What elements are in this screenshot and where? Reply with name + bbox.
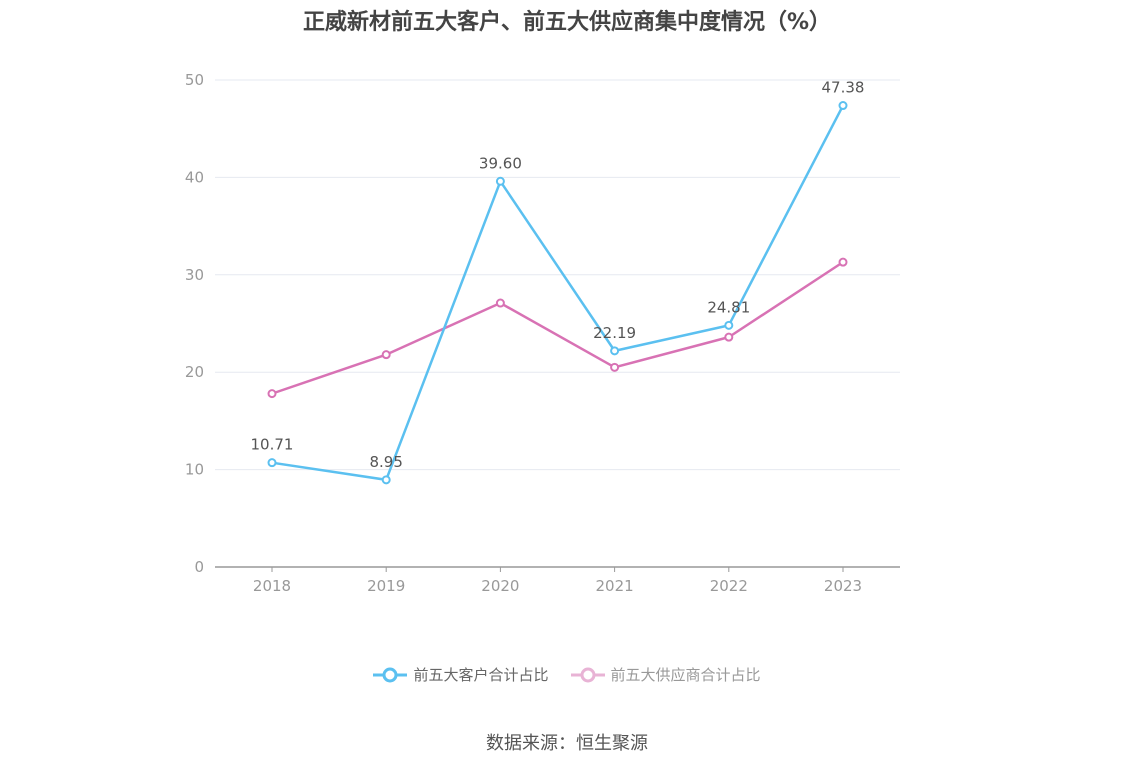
legend-label-customers: 前五大客户合计占比 [413,666,549,684]
data-label: 22.19 [593,324,636,342]
legend: 前五大客户合计占比 前五大供应商合计占比 [0,664,1134,685]
y-tick-label: 50 [185,71,204,89]
series-line-1 [271,261,844,395]
data-label: 39.60 [479,154,522,172]
data-label: 10.71 [251,436,294,454]
x-tick-label: 2019 [367,577,405,595]
y-tick-label: 30 [185,266,204,284]
y-tick-label: 0 [194,558,204,576]
legend-item-customers[interactable]: 前五大客户合计占比 [373,664,549,685]
data-point[interactable] [495,298,505,308]
data-point[interactable] [610,362,620,372]
legend-swatch-customers-icon [373,667,408,682]
x-tick-label: 2023 [824,577,862,595]
grid-lines [215,79,900,471]
legend-item-suppliers[interactable]: 前五大供应商合计占比 [570,664,761,685]
legend-label-suppliers: 前五大供应商合计占比 [610,666,761,684]
data-point[interactable] [724,332,734,342]
data-point[interactable] [267,389,277,399]
data-point[interactable] [724,320,734,330]
x-tick-label: 2020 [481,577,519,595]
data-label: 47.38 [822,79,865,97]
chart-title: 正威新材前五大客户、前五大供应商集中度情况（%） [302,10,832,35]
data-point[interactable] [495,176,505,186]
series [267,101,848,485]
data-point[interactable] [381,350,391,360]
data-point[interactable] [267,458,277,468]
data-point[interactable] [610,346,620,356]
data-label: 24.81 [707,298,750,316]
y-tick-label: 10 [185,461,204,479]
data-labels: 10.71 8.95 39.60 22.19 24.81 47.38 [251,79,865,471]
data-point[interactable] [381,475,391,485]
x-tick-label: 2022 [710,577,748,595]
series-line-0 [271,104,845,482]
x-tick-label: 2021 [596,577,634,595]
y-tick-label: 20 [185,363,204,381]
legend-swatch-suppliers-icon [570,667,605,682]
source-note: 数据来源：恒生聚源 [486,733,648,754]
data-label: 8.95 [369,453,402,471]
x-tick-label: 2018 [253,577,291,595]
y-tick-label: 40 [185,168,204,186]
data-point[interactable] [838,257,848,267]
axes: 0 10 20 30 40 50 2018 2019 2020 2021 2022 2023 [185,71,900,595]
data-point[interactable] [838,101,848,111]
